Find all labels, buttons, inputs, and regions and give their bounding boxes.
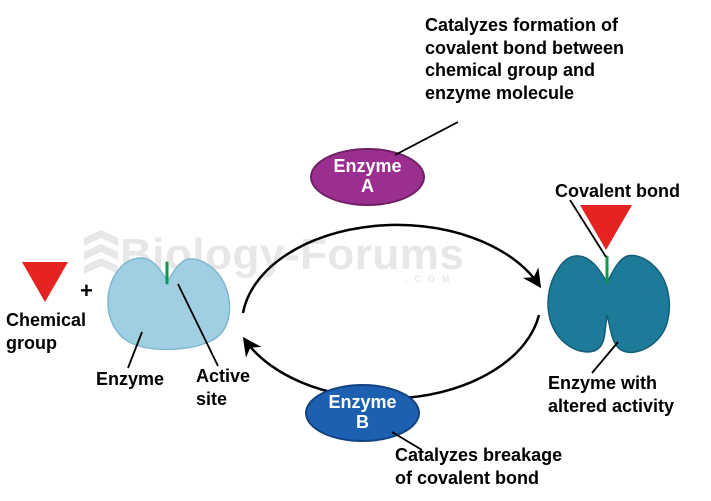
bottom-caption: Catalyzes breakage of covalent bond bbox=[395, 444, 562, 489]
covalent-bond-label: Covalent bond bbox=[555, 180, 680, 203]
chemical-group-label: Chemical group bbox=[6, 309, 86, 354]
enzyme-label: Enzyme bbox=[96, 368, 164, 391]
active-site-label: Active site bbox=[196, 365, 250, 410]
top-caption: Catalyzes formation of covalent bond bet… bbox=[425, 14, 695, 104]
altered-activity-label: Enzyme with altered activity bbox=[548, 372, 674, 417]
